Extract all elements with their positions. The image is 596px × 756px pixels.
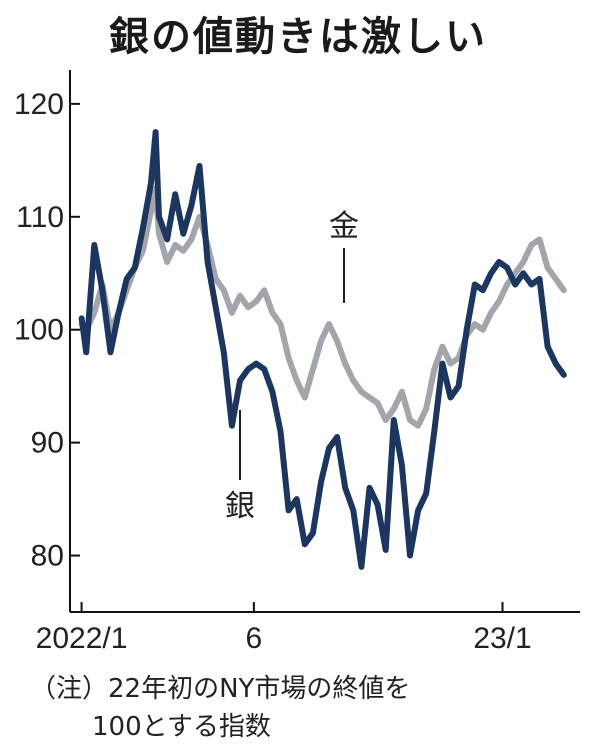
y-tick-label: 90 [31, 427, 64, 460]
gold-series-line [78, 185, 567, 429]
x-tick-label: 23/1 [473, 622, 531, 655]
series-lines [78, 129, 567, 570]
y-tick-label: 120 [14, 88, 64, 121]
x-tick-label: 6 [246, 622, 263, 655]
x-tick-label: 2022/1 [36, 622, 128, 655]
y-tick-label: 100 [14, 314, 64, 347]
y-ticks: 80 90 100 110 120 [14, 88, 80, 573]
y-tick-label: 110 [16, 201, 64, 234]
y-tick-label: 80 [31, 540, 64, 573]
x-ticks: 2022/1 6 23/1 [36, 602, 532, 655]
footnote-line-1: （注）22年初のNY市場の終値を [30, 674, 411, 704]
axes [69, 70, 580, 613]
silver-series-line [78, 129, 567, 570]
chart-footnote: （注）22年初のNY市場の終値を 100とする指数 [30, 670, 410, 746]
footnote-line-2: 100とする指数 [92, 712, 271, 742]
gold-series-label: 金 [329, 209, 359, 244]
series-labels: 金 銀 [225, 209, 359, 524]
chart-title: 銀の値動きは激しい [109, 14, 487, 60]
silver-series-label: 銀 [225, 489, 255, 524]
